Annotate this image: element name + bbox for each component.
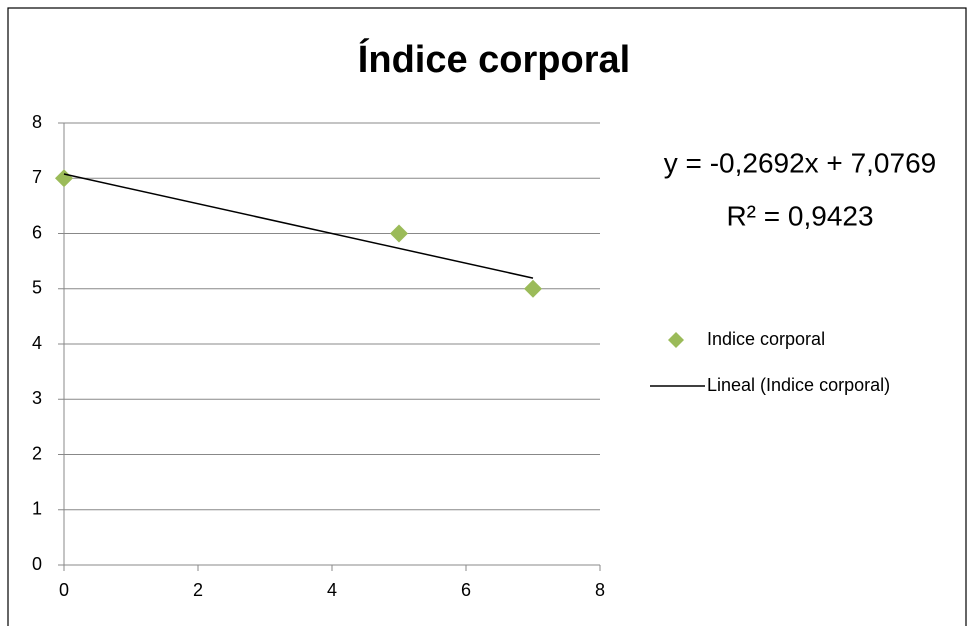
y-tick-label: 8 bbox=[32, 112, 42, 132]
x-tick-label: 2 bbox=[193, 580, 203, 600]
legend-marker bbox=[668, 332, 684, 348]
point bbox=[524, 279, 542, 298]
trendline-equation: y = -0,2692x + 7,0769 bbox=[664, 147, 936, 178]
y-tick-label: 5 bbox=[32, 278, 42, 298]
x-tick-label: 6 bbox=[461, 580, 471, 600]
chart-frame bbox=[7, 7, 967, 626]
y-tick-label: 1 bbox=[32, 499, 42, 519]
y-tick-label: 6 bbox=[32, 222, 42, 242]
point bbox=[390, 224, 408, 243]
x-tick-label: 4 bbox=[327, 580, 337, 600]
trendline bbox=[63, 173, 534, 279]
x-tick-label: 8 bbox=[595, 580, 605, 600]
r-squared: R² = 0,9423 bbox=[726, 200, 873, 231]
chart-title: Índice corporal bbox=[358, 37, 630, 81]
y-tick-label: 3 bbox=[32, 388, 42, 408]
y-tick-label: 4 bbox=[32, 333, 42, 353]
y-tick-label: 2 bbox=[32, 443, 42, 463]
legend-label: Indice corporal bbox=[707, 329, 825, 349]
legend-label: Lineal (Indice corporal) bbox=[707, 375, 890, 395]
point bbox=[55, 169, 73, 188]
y-tick-label: 7 bbox=[32, 167, 42, 187]
x-tick-label: 0 bbox=[59, 580, 69, 600]
y-tick-label: 0 bbox=[32, 554, 42, 574]
